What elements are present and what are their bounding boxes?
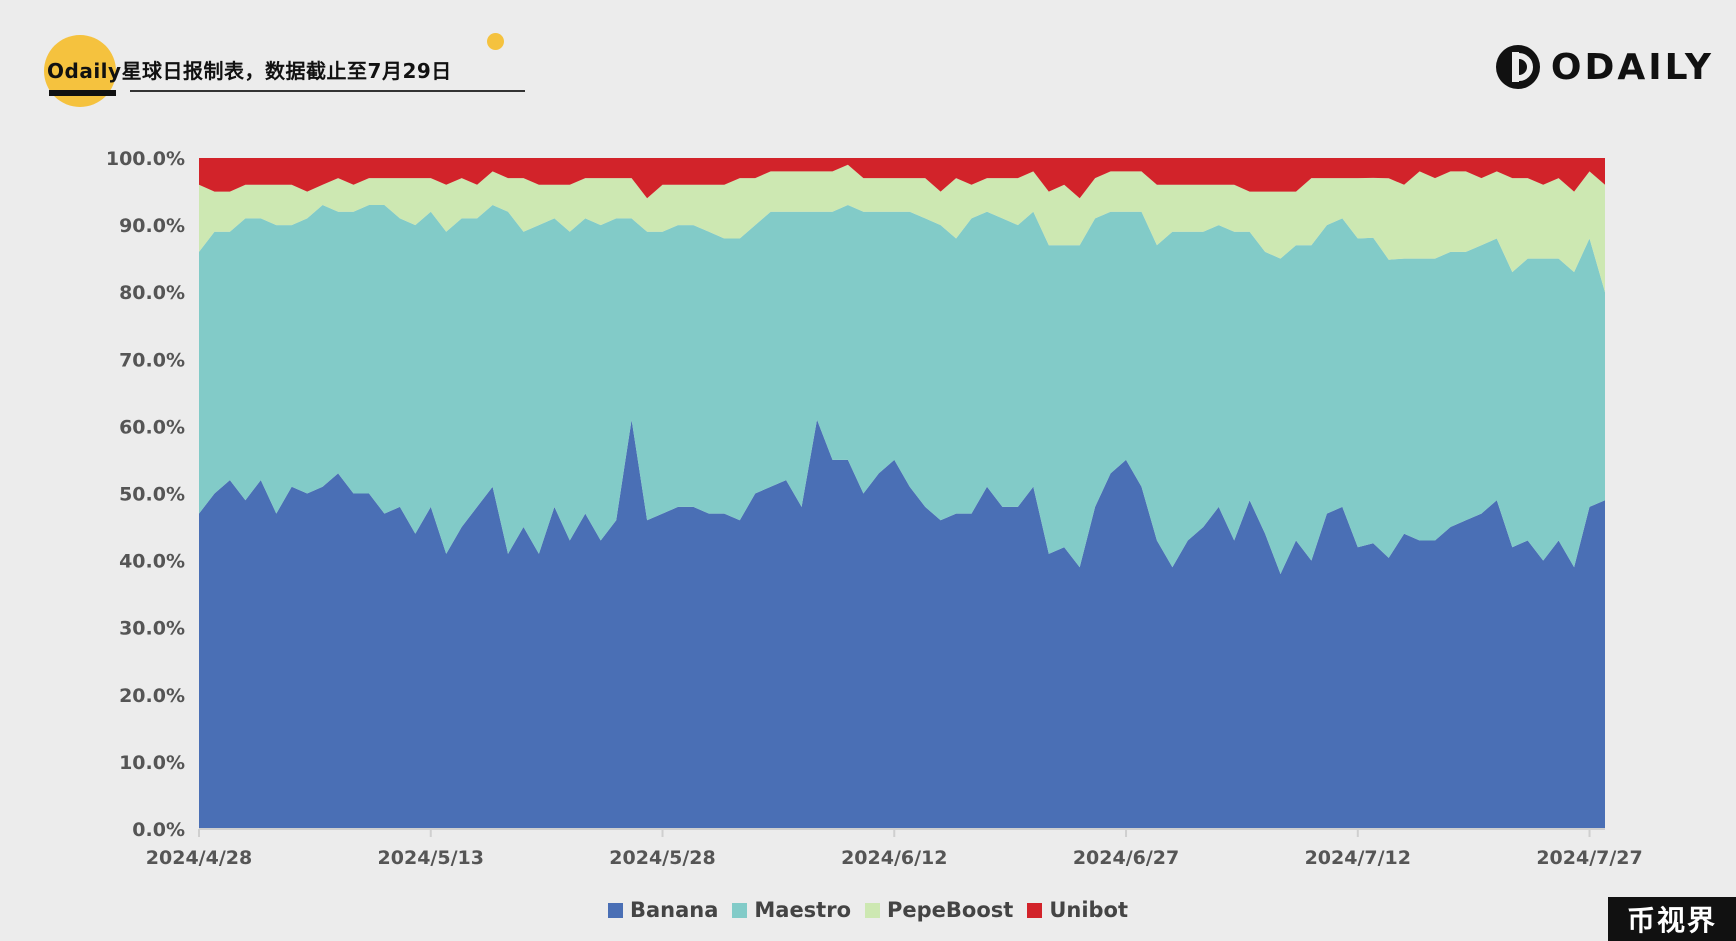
x-axis-ticks: 2024/4/28 2024/5/13 2024/5/28 2024/6/12 2024… <box>146 829 1643 869</box>
chart-header: Odaily星球日报制表，数据截止至7月29日 <box>40 30 525 107</box>
legend-swatch <box>1027 902 1043 918</box>
legend-item-maestro: Maestro <box>732 898 851 922</box>
corner-watermark: 币视界 <box>1608 897 1736 941</box>
y-tick-label: 90.0% <box>119 215 185 237</box>
legend-swatch <box>732 902 748 918</box>
legend-label: Unibot <box>1049 898 1129 922</box>
y-tick-label: 40.0% <box>119 551 185 573</box>
x-tick-label: 2024/5/13 <box>378 847 484 869</box>
y-tick-label: 20.0% <box>119 685 185 707</box>
legend-item-unibot: Unibot <box>1027 898 1128 922</box>
y-tick-label: 50.0% <box>119 484 185 506</box>
header-underline <box>130 90 525 92</box>
corner-watermark-text: 币视界 <box>1626 904 1717 937</box>
series-area-maestro <box>199 205 1605 574</box>
y-axis-ticks: 0.0% 10.0% 20.0% 30.0% 40.0% 50.0% 60.0% 70.0% 8… <box>106 148 185 841</box>
brand-logo: ODAILY <box>1495 42 1714 92</box>
odaily-logo-icon <box>1495 45 1540 89</box>
x-tick-label: 2024/5/28 <box>609 847 715 869</box>
legend-item-pepeboost: PepeBoost <box>865 898 1013 922</box>
header-small-dot <box>487 33 504 50</box>
chart-legend: Banana Maestro PepeBoost Unibot <box>0 898 1736 922</box>
series-area-unibot <box>199 158 1605 199</box>
header-underline-accent <box>49 90 116 96</box>
logo-text: ODAILY <box>1550 46 1714 88</box>
chart-source-title: Odaily星球日报制表，数据截止至7月29日 <box>47 59 452 83</box>
series-area-banana <box>199 419 1605 829</box>
x-tick-label: 2024/7/27 <box>1536 847 1642 869</box>
x-tick-label: 2024/4/28 <box>146 847 252 869</box>
legend-item-banana: Banana <box>607 898 719 922</box>
y-tick-label: 60.0% <box>119 416 185 438</box>
y-tick-label: 0.0% <box>132 819 185 841</box>
series-areas <box>199 158 1605 829</box>
y-tick-label: 80.0% <box>119 282 185 304</box>
y-tick-label: 30.0% <box>119 618 185 640</box>
legend-swatch <box>865 902 881 918</box>
legend-label: PepeBoost <box>887 898 1014 922</box>
legend-label: Maestro <box>754 898 852 922</box>
y-tick-label: 100.0% <box>106 148 185 170</box>
x-tick-label: 2024/6/27 <box>1073 847 1179 869</box>
legend-label: Banana <box>629 898 719 922</box>
x-tick-label: 2024/7/12 <box>1305 847 1411 869</box>
y-tick-label: 70.0% <box>119 349 185 371</box>
y-tick-label: 10.0% <box>119 752 185 774</box>
x-tick-label: 2024/6/12 <box>841 847 947 869</box>
legend-swatch <box>607 902 623 918</box>
series-area-pepeboost <box>199 164 1605 293</box>
